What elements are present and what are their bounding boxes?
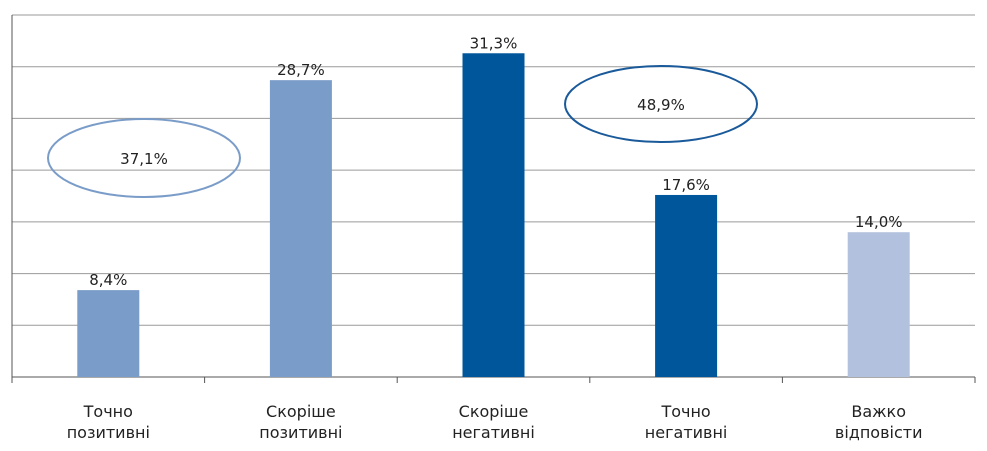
bars [77,53,910,378]
annotation-ellipse [564,65,758,143]
annotation-label: 37,1% [120,150,168,168]
bar [462,53,525,378]
bar [269,80,332,377]
category-label: Точно [660,402,710,421]
data-label: 17,6% [662,176,710,194]
category-label: Точно [83,402,133,421]
annotation-ellipse [47,118,241,198]
category-label: Скоріше [266,402,336,421]
category-label: позитивні [67,423,150,442]
data-label: 28,7% [277,61,325,79]
annotations: 37,1% 48,9% [47,65,758,198]
category-labels: Точно позитивні Скоріше позитивні Скоріше нег… [67,402,923,442]
bar [77,290,140,377]
category-label: Важко [851,402,906,421]
category-label: відповісти [835,423,923,442]
data-label: 8,4% [89,271,127,289]
bar [847,232,910,377]
data-label: 31,3% [470,34,518,52]
data-label: 14,0% [855,213,903,231]
category-label: Скоріше [459,402,529,421]
category-label: негативні [645,423,728,442]
annotation-label: 48,9% [637,96,685,114]
category-label: позитивні [259,423,342,442]
category-label: негативні [452,423,535,442]
bar [655,194,718,377]
value-labels: 8,4% 28,7% 31,3% 17,6% 14,0% [89,34,902,289]
